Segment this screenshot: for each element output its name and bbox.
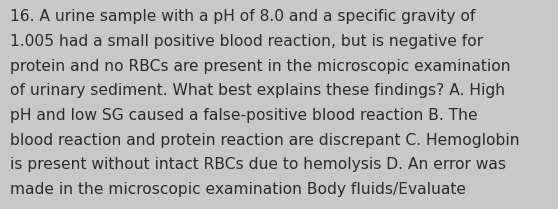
Text: 16. A urine sample with a pH of 8.0 and a specific gravity of: 16. A urine sample with a pH of 8.0 and … (10, 9, 475, 24)
Text: pH and low SG caused a false-positive blood reaction B. The: pH and low SG caused a false-positive bl… (10, 108, 478, 123)
Text: blood reaction and protein reaction are discrepant C. Hemoglobin: blood reaction and protein reaction are … (10, 133, 519, 148)
Text: is present without intact RBCs due to hemolysis D. An error was: is present without intact RBCs due to he… (10, 157, 506, 172)
Text: 1.005 had a small positive blood reaction, but is negative for: 1.005 had a small positive blood reactio… (10, 34, 483, 49)
Text: protein and no RBCs are present in the microscopic examination: protein and no RBCs are present in the m… (10, 59, 511, 74)
Text: made in the microscopic examination Body fluids/Evaluate: made in the microscopic examination Body… (10, 182, 466, 197)
Text: of urinary sediment. What best explains these findings? A. High: of urinary sediment. What best explains … (10, 83, 505, 98)
